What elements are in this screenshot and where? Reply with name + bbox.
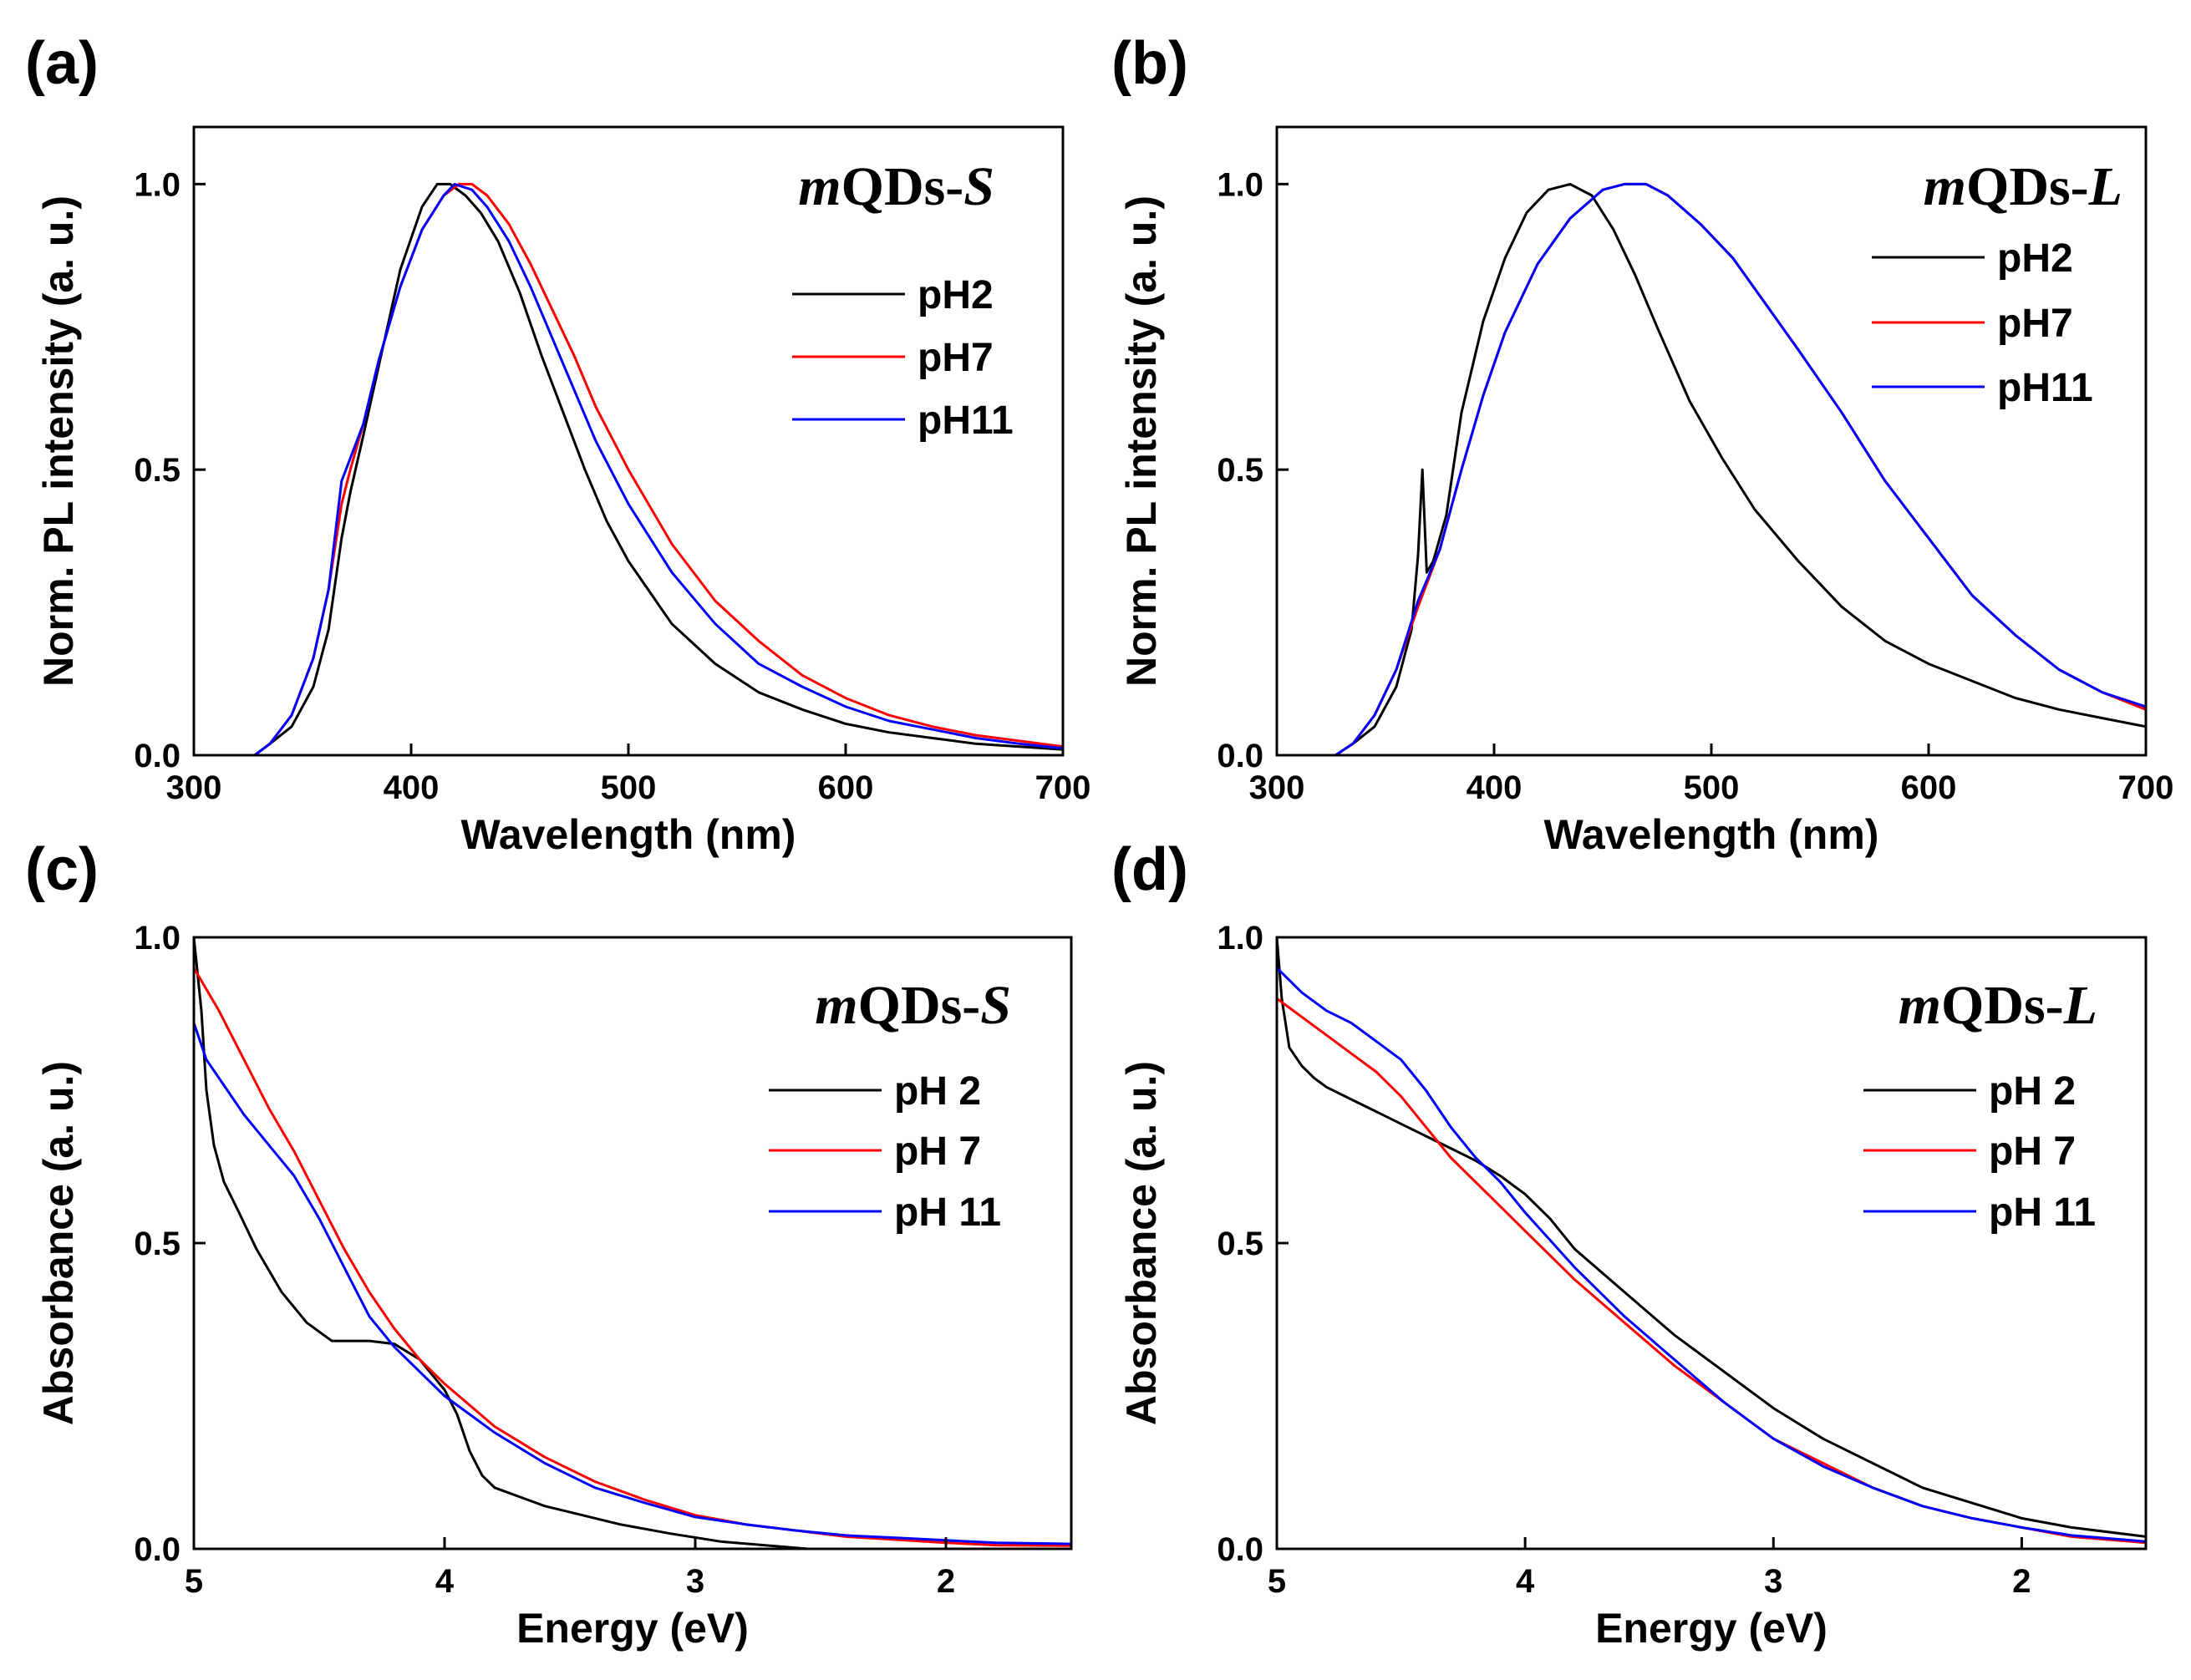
x-tick-label: 500	[601, 769, 657, 806]
legend-label: pH 2	[1989, 1069, 2076, 1114]
title-suffix: S	[963, 156, 994, 217]
x-tick-label: 3	[686, 1563, 704, 1600]
x-tick-label: 600	[818, 769, 874, 806]
chart-title: mQDs-L	[1924, 156, 2122, 217]
title-middle: QDs-	[841, 156, 964, 217]
y-tick-label: 0.0	[1217, 1531, 1263, 1568]
y-axis-label: Norm. PL intensity (a. u.)	[35, 195, 82, 687]
legend-label: pH2	[1997, 236, 2073, 281]
panel-label: (a)	[25, 30, 99, 97]
legend-label: pH 11	[1989, 1190, 2096, 1235]
x-tick-label: 600	[1901, 769, 1957, 806]
y-axis-label: Norm. PL intensity (a. u.)	[1118, 195, 1165, 687]
legend-label: pH11	[1997, 366, 2093, 410]
legend-label: pH7	[918, 336, 994, 380]
x-tick-label: 700	[2118, 769, 2174, 806]
x-tick-label: 400	[384, 769, 440, 806]
x-tick-label: 5	[185, 1563, 203, 1600]
y-tick-label: 0.0	[134, 738, 180, 774]
panel-label: (b)	[1111, 30, 1188, 97]
panel-a: (a) 300 400 500 600 700 0.0 0.5 1.0 Wavelength (n…	[25, 30, 1090, 858]
y-tick-label: 0.5	[134, 452, 180, 489]
title-prefix: m	[1924, 156, 1966, 217]
x-tick-label: 2	[937, 1563, 955, 1600]
x-tick-label: 400	[1467, 769, 1523, 806]
x-tick-label: 300	[166, 769, 222, 806]
y-tick-label: 1.0	[1217, 166, 1263, 203]
title-suffix: S	[980, 975, 1011, 1036]
y-tick-label: 0.5	[134, 1226, 180, 1262]
legend-label: pH 11	[894, 1190, 1001, 1235]
title-middle: QDs-	[1966, 156, 2089, 217]
panel-b: (b) 300 400 500 600 700 0.0 0.5 1.0 Wavelength (n…	[1111, 30, 2173, 858]
x-tick-label: 4	[1516, 1563, 1535, 1600]
x-tick-label: 2	[2012, 1563, 2031, 1600]
y-tick-label: 1.0	[134, 166, 180, 203]
legend-label: pH11	[918, 398, 1014, 443]
panel-d: (d) 5 4 3 2 0.0 0.5 1.0 Energy (eV) Absorbance (a…	[1111, 836, 2148, 1652]
panel-label: (d)	[1111, 836, 1188, 903]
series-line-ph7	[194, 182, 1063, 755]
x-tick-label: 500	[1684, 769, 1740, 806]
y-axis-label: Absorbance (a. u.)	[1118, 1061, 1165, 1425]
x-axis-label: Wavelength (nm)	[461, 811, 796, 858]
series-line-ph2	[1277, 937, 2146, 1538]
chart-title: mQDs-S	[798, 156, 994, 217]
title-middle: QDs-	[1941, 975, 2064, 1036]
y-tick-label: 0.5	[1217, 1226, 1263, 1262]
title-prefix: m	[798, 156, 841, 217]
chart-title: mQDs-S	[815, 975, 1011, 1036]
x-axis-label: Energy (eV)	[1595, 1605, 1828, 1652]
series-line-ph2	[194, 182, 1063, 755]
series-line-ph11	[194, 182, 1063, 755]
legend-label: pH 7	[1989, 1129, 2076, 1174]
y-tick-label: 0.0	[1217, 738, 1263, 774]
panel-label: (c)	[25, 836, 99, 903]
x-tick-label: 3	[1764, 1563, 1782, 1600]
x-axis-label: Wavelength (nm)	[1544, 811, 1879, 858]
series-line-ph11	[1334, 182, 2146, 755]
x-tick-label: 700	[1035, 769, 1091, 806]
x-tick-label: 5	[1268, 1563, 1286, 1600]
x-axis-label: Energy (eV)	[516, 1605, 749, 1652]
series-line-ph11	[194, 1023, 1071, 1545]
y-axis-label: Absorbance (a. u.)	[35, 1061, 82, 1425]
panel-c: (c) 5 4 3 2 0.0 0.5 1.0 Energy (eV) Absorbance (a…	[25, 836, 1073, 1652]
series-line-ph11	[1277, 967, 2146, 1543]
y-tick-label: 0.5	[1217, 452, 1263, 489]
legend-label: pH7	[1997, 302, 2073, 346]
title-prefix: m	[1899, 975, 1941, 1036]
title-suffix: L	[2088, 156, 2122, 217]
chart-title: mQDs-L	[1899, 975, 2097, 1036]
x-tick-label: 300	[1249, 769, 1305, 806]
title-middle: QDs-	[858, 975, 981, 1036]
x-tick-label: 4	[435, 1563, 455, 1600]
title-suffix: L	[2063, 975, 2097, 1036]
series-line-ph2	[194, 937, 809, 1549]
title-prefix: m	[815, 975, 857, 1036]
y-tick-label: 1.0	[134, 920, 180, 957]
legend-label: pH2	[918, 273, 994, 317]
series-line-ph2	[1334, 182, 2146, 755]
series-line-ph7	[194, 967, 1071, 1547]
y-tick-label: 0.0	[134, 1531, 180, 1568]
legend-label: pH 7	[894, 1129, 981, 1174]
y-tick-label: 1.0	[1217, 920, 1263, 957]
legend-label: pH 2	[894, 1069, 981, 1114]
